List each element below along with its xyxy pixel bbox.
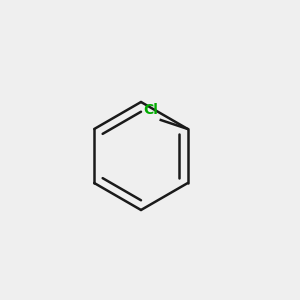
Text: Cl: Cl bbox=[143, 103, 158, 117]
